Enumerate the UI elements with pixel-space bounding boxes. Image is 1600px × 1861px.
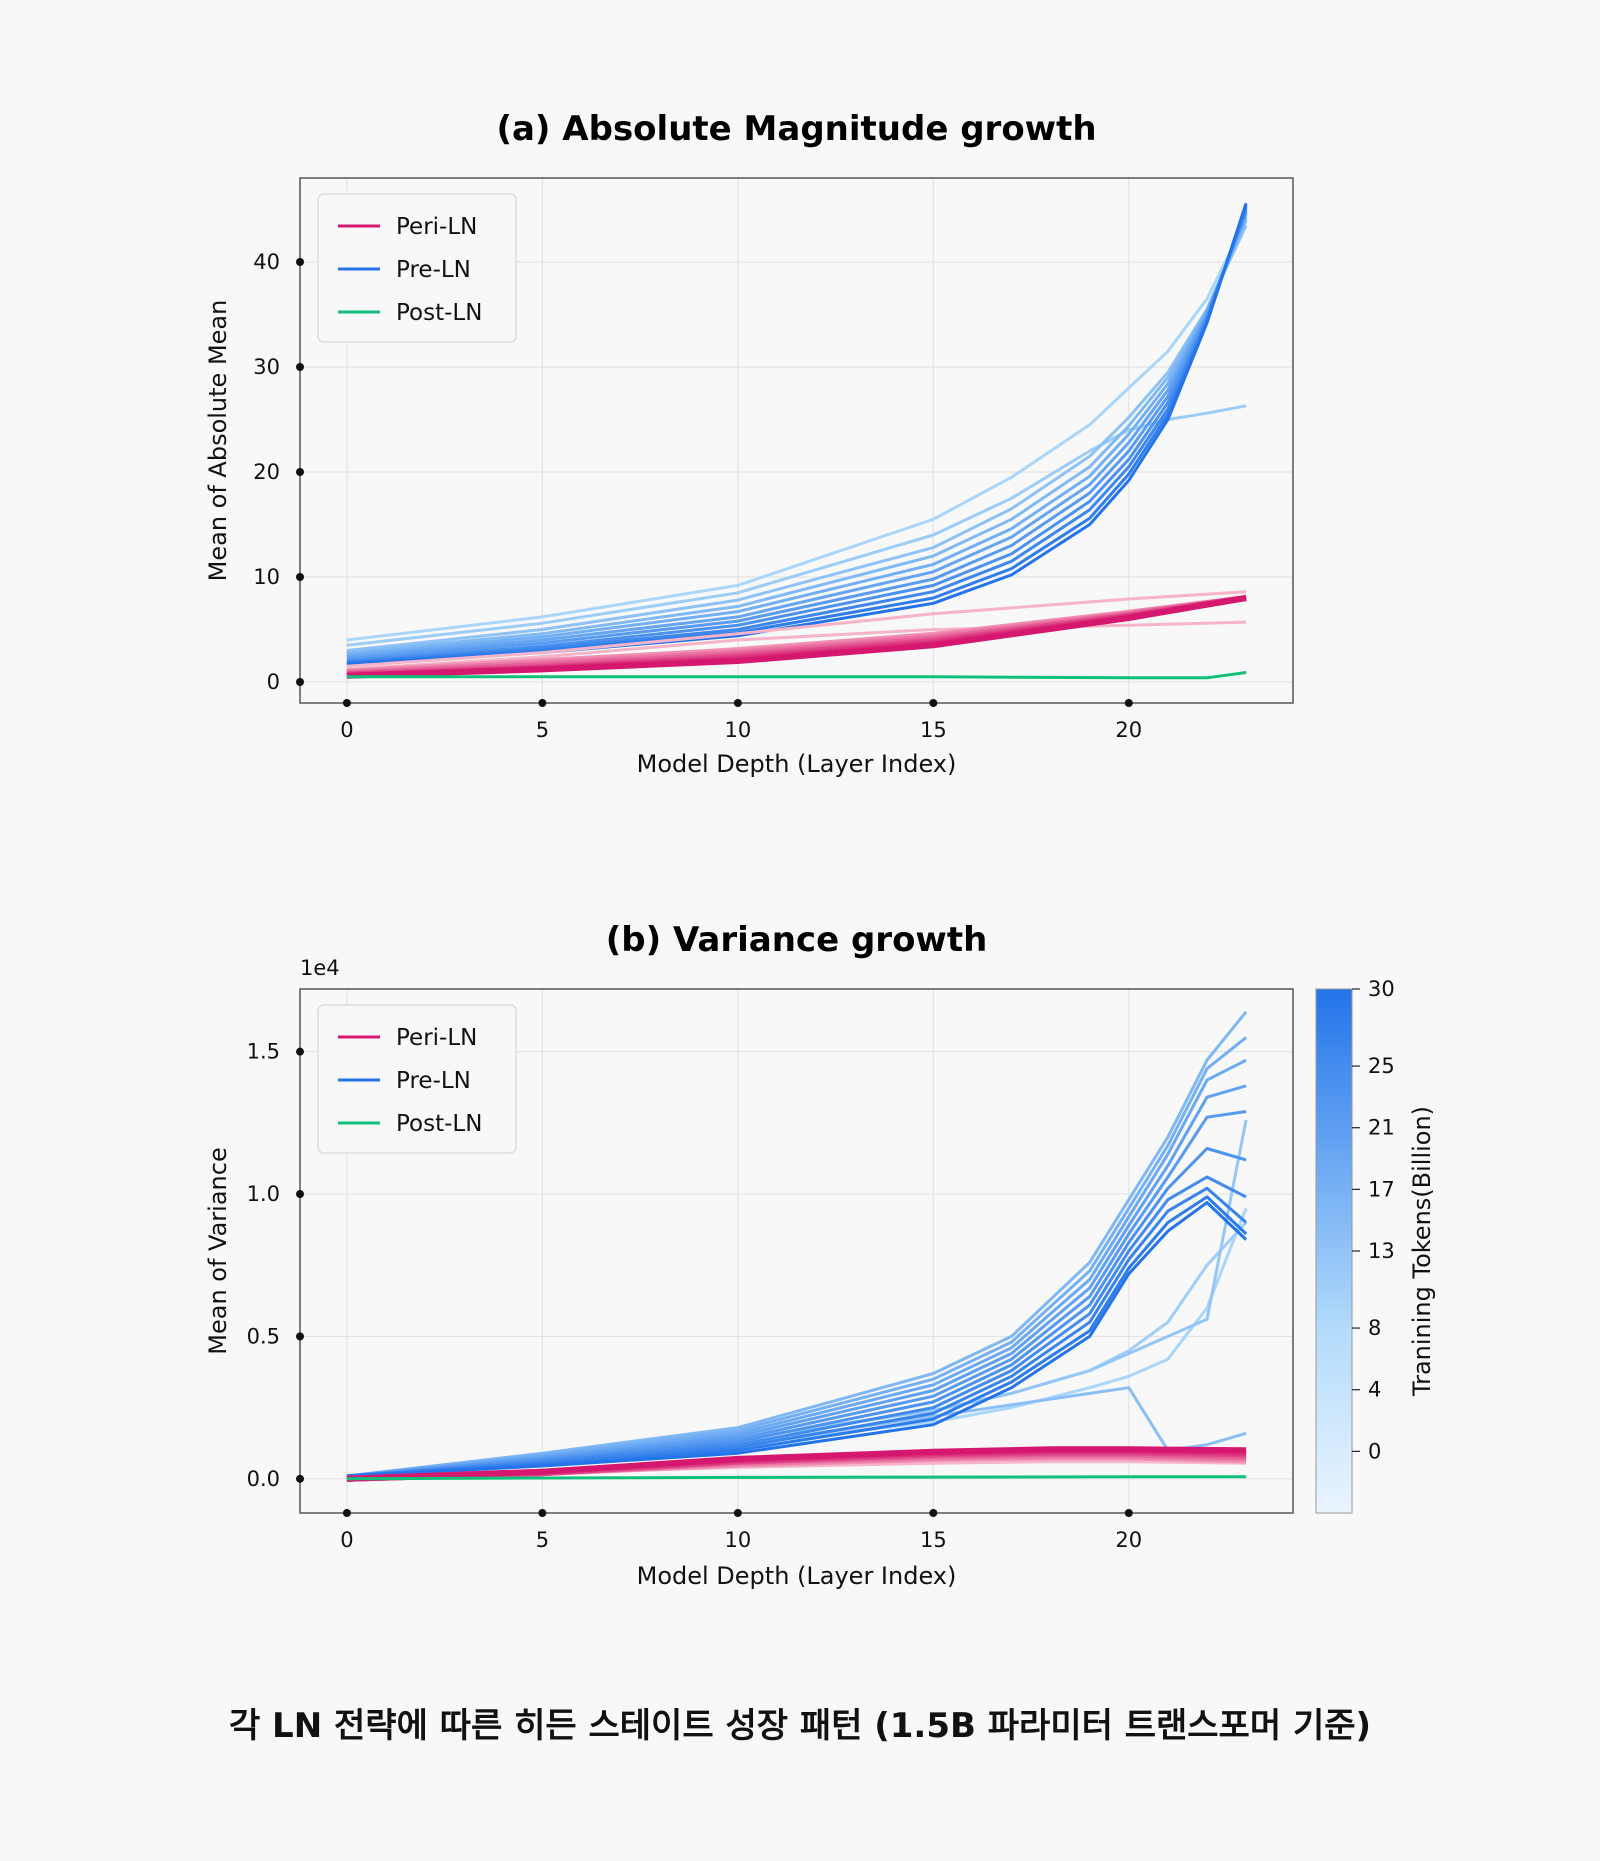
- x-tick-mark: [538, 1509, 547, 1517]
- series-line-pre-ln: [346, 219, 1248, 655]
- x-tick-label: 0: [340, 718, 353, 742]
- x-tick-mark: [929, 1509, 938, 1517]
- plot-frame: [299, 988, 1294, 1514]
- plot-frame: [299, 177, 1294, 704]
- legend-label: Pre-LN: [396, 1068, 471, 1094]
- series-line-pre-ln: [346, 1201, 1248, 1478]
- chart-absolute-magnitude: 0 5 10 15 20 0 10 20 30 40 (a) Absolute Magnitude …: [204, 109, 1294, 778]
- x-tick-mark: [929, 699, 938, 707]
- series-line-pre-ln: [346, 1175, 1247, 1478]
- y-axis-label: Mean of Absolute Mean: [204, 300, 232, 582]
- y-axis-label: Mean of Variance: [204, 1147, 232, 1354]
- x-tick-mark: [1124, 699, 1133, 707]
- y-tick-label: 0: [267, 670, 280, 694]
- x-tick-label: 20: [1115, 718, 1142, 742]
- y-tick-mark: [296, 258, 304, 266]
- series-line-pre-ln: [346, 1084, 1247, 1478]
- y-tick-label: 10: [253, 565, 280, 589]
- colorbar-label: Tranining Tokens(Billion): [1408, 1106, 1436, 1397]
- y-tick-label: 0.5: [247, 1324, 280, 1348]
- series-group: [346, 202, 1248, 680]
- series-line-pre-ln: [346, 219, 1248, 642]
- y-tick-mark: [296, 678, 304, 686]
- series-line-pre-ln: [346, 1195, 1248, 1478]
- x-tick-label: 5: [536, 1528, 549, 1552]
- x-tick-label: 5: [536, 718, 549, 742]
- y-tick-label: 40: [253, 250, 280, 274]
- chart-title: (b) Variance growth: [606, 920, 988, 960]
- legend-box: [317, 1004, 517, 1154]
- series-line-post-ln: [346, 1475, 1247, 1481]
- legend-label: Peri-LN: [396, 1025, 477, 1051]
- x-tick-mark: [538, 699, 547, 707]
- legend: Peri-LN Pre-LN Post-LN: [317, 193, 517, 343]
- series-line-pre-ln: [346, 1036, 1248, 1478]
- legend: Peri-LN Pre-LN Post-LN: [317, 1004, 517, 1154]
- legend-label: Pre-LN: [396, 257, 471, 283]
- colorbar-tick-label: 4: [1368, 1378, 1381, 1402]
- series-line-peri-ln: [346, 590, 1247, 668]
- y-tick-mark: [296, 363, 304, 371]
- series-group: [346, 1010, 1248, 1482]
- series-line-peri-ln: [346, 1446, 1247, 1482]
- series-line-pre-ln: [346, 211, 1248, 661]
- colorbar-tick-label: 0: [1368, 1439, 1381, 1463]
- series-line-pre-ln: [346, 1186, 1248, 1478]
- y-tick-label: 0.0: [247, 1467, 280, 1491]
- series-line-pre-ln: [346, 1058, 1247, 1478]
- y-tick-label: 1.5: [247, 1040, 280, 1064]
- series-line-pre-ln: [346, 208, 1248, 663]
- colorbar-tick-label: 25: [1368, 1054, 1395, 1078]
- chart-variance: 0 5 10 15 20 0.0 0.5 1.0 1.5 (b) Variance growth M…: [204, 920, 1436, 1590]
- colorbar-tick-label: 8: [1368, 1316, 1381, 1340]
- x-axis-label: Model Depth (Layer Index): [637, 750, 957, 778]
- x-tick-label: 20: [1115, 1528, 1142, 1552]
- series-line-post-ln: [346, 671, 1247, 680]
- x-tick-label: 10: [724, 1528, 751, 1552]
- x-tick-label: 10: [724, 718, 751, 742]
- series-line-pre-ln: [346, 1010, 1248, 1478]
- x-tick-mark: [1124, 1509, 1133, 1517]
- colorbar-tick-label: 30: [1368, 977, 1395, 1001]
- y-tick-mark: [296, 1190, 304, 1199]
- x-tick-mark: [342, 699, 351, 707]
- x-tick-mark: [342, 1509, 351, 1517]
- colorbar-gradient: [1315, 988, 1353, 1514]
- axis-offset-text: 1e4: [300, 956, 340, 980]
- y-tick-label: 1.0: [247, 1182, 280, 1206]
- y-tick-mark: [296, 1332, 304, 1341]
- y-tick-mark: [296, 1474, 304, 1483]
- chart-title: (a) Absolute Magnitude growth: [496, 109, 1096, 149]
- legend-box: [317, 193, 517, 343]
- series-line-pre-ln: [346, 1147, 1247, 1478]
- legend-label: Post-LN: [396, 1111, 482, 1137]
- series-line-peri-ln: [346, 595, 1247, 679]
- series-line-peri-ln: [346, 620, 1247, 671]
- x-axis-label: Model Depth (Layer Index): [637, 1562, 957, 1590]
- x-tick-label: 15: [920, 1528, 947, 1552]
- legend-label: Peri-LN: [396, 214, 477, 240]
- series-line-pre-ln: [346, 1110, 1247, 1478]
- series-line-pre-ln: [346, 404, 1247, 647]
- colorbar-tick-label: 21: [1368, 1116, 1395, 1140]
- legend-label: Post-LN: [396, 300, 482, 326]
- series-line-pre-ln: [346, 216, 1248, 657]
- colorbar: 0 4 8 13 17 21 25 30 Tranining Tokens(Billion): [1315, 977, 1436, 1514]
- x-tick-label: 15: [920, 718, 947, 742]
- y-tick-mark: [296, 1047, 304, 1056]
- y-tick-label: 20: [253, 460, 280, 484]
- colorbar-tick-label: 17: [1368, 1177, 1395, 1201]
- y-tick-label: 30: [253, 355, 280, 379]
- y-tick-mark: [296, 468, 304, 476]
- y-tick-mark: [296, 573, 304, 581]
- colorbar-tick-label: 13: [1368, 1239, 1395, 1263]
- x-tick-label: 0: [340, 1528, 353, 1552]
- figure-caption: 각 LN 전략에 따른 히든 스테이트 성장 패턴 (1.5B 파라미터 트랜스…: [228, 1706, 1372, 1746]
- series-line-pre-ln: [346, 213, 1248, 659]
- x-tick-mark: [733, 1509, 742, 1517]
- x-tick-mark: [733, 699, 742, 707]
